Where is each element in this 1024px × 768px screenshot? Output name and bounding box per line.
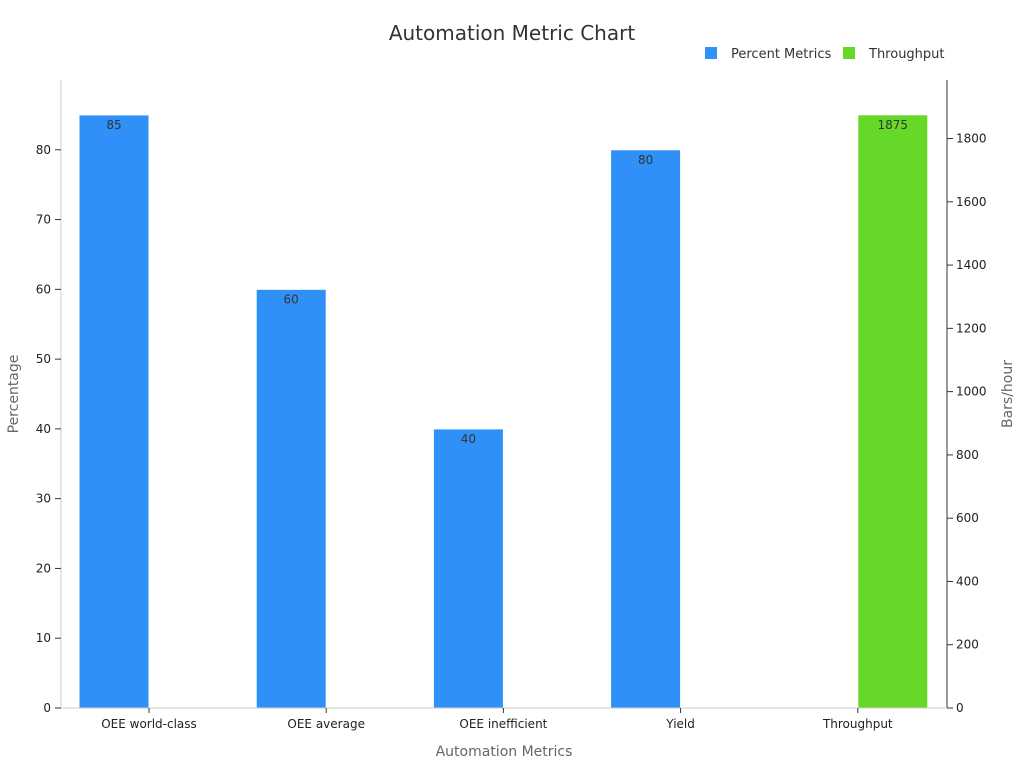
right-tick-label: 200 — [956, 638, 979, 652]
right-tick-label: 1400 — [956, 258, 987, 272]
x-tick-label: OEE average — [287, 717, 365, 731]
legend: Percent Metrics Throughput — [705, 47, 945, 62]
legend-swatch — [843, 47, 855, 59]
x-tick-label: OEE world-class — [101, 717, 197, 731]
right-axis: 0 200 400 600 800 1000 1200 1400 1600 1800 — [946, 80, 987, 715]
left-tick-label: 60 — [36, 282, 51, 296]
data-label: 80 — [638, 153, 653, 167]
left-tick-label: 50 — [36, 352, 51, 366]
bar — [78, 114, 150, 709]
x-tick-label: Yield — [665, 717, 695, 731]
legend-swatch — [705, 47, 717, 59]
left-tick-label: 30 — [36, 492, 51, 506]
bar — [432, 428, 504, 709]
data-label: 40 — [461, 432, 476, 446]
data-label: 60 — [284, 292, 299, 306]
right-tick-label: 0 — [956, 701, 964, 715]
legend-label: Percent Metrics — [731, 47, 831, 62]
left-tick-label: 20 — [36, 561, 51, 575]
left-tick-label: 70 — [36, 213, 51, 227]
bar — [857, 114, 929, 709]
left-tick-label: 80 — [36, 143, 51, 157]
right-tick-label: 600 — [956, 511, 979, 525]
left-tick-label: 0 — [43, 701, 51, 715]
x-axis-title: Automation Metrics — [436, 744, 573, 760]
right-tick-label: 1200 — [956, 321, 987, 335]
legend-label: Throughput — [868, 47, 945, 62]
data-label: 1875 — [878, 118, 909, 132]
data-label: 85 — [106, 118, 121, 132]
bars: 85 60 40 80 1875 — [78, 114, 929, 709]
x-axis: OEE world-class OEE average OEE inefficien… — [61, 707, 947, 731]
right-tick-label: 400 — [956, 574, 979, 588]
y-axis-title-left: Percentage — [6, 355, 22, 434]
right-tick-label: 800 — [956, 448, 979, 462]
chart-title: Automation Metric Chart — [389, 21, 635, 45]
right-tick-label: 1600 — [956, 195, 987, 209]
right-tick-label: 1000 — [956, 385, 987, 399]
x-tick-label: OEE inefficient — [459, 717, 547, 731]
left-axis: 0 10 20 30 40 50 60 70 80 — [36, 80, 62, 715]
bar — [255, 288, 327, 709]
y-axis-title-right: Bars/hour — [1000, 360, 1016, 428]
left-tick-label: 10 — [36, 631, 51, 645]
bar — [610, 149, 682, 709]
x-tick-label: Throughput — [822, 717, 893, 731]
left-tick-label: 40 — [36, 422, 51, 436]
right-tick-label: 1800 — [956, 132, 987, 146]
